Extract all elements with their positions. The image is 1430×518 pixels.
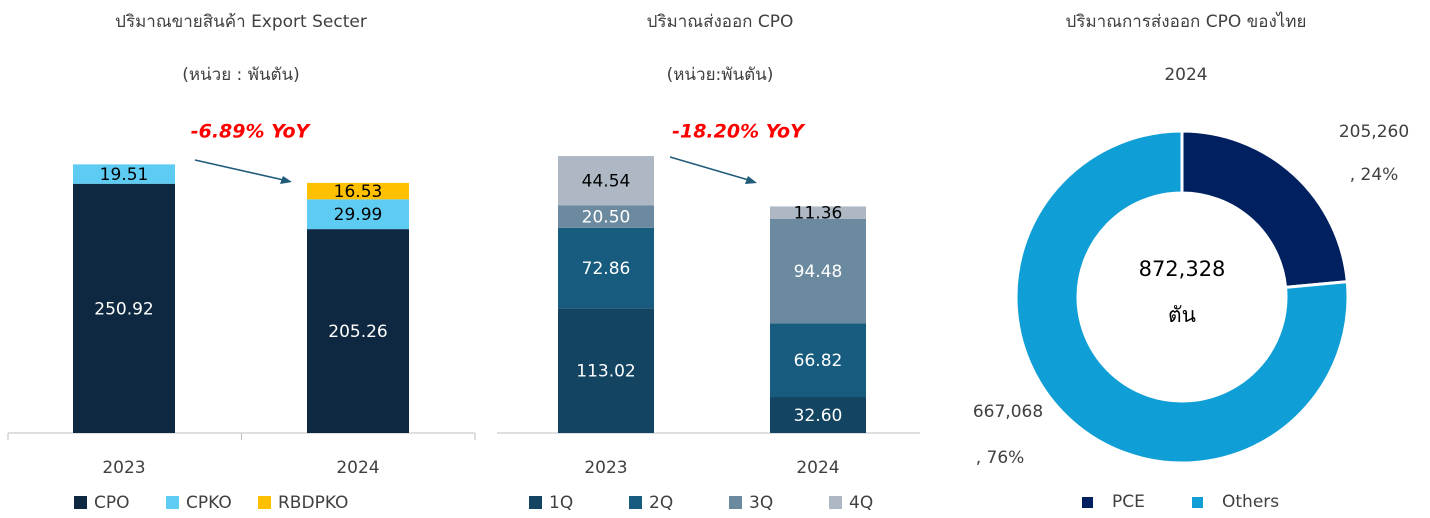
x-tick-label: 2023 [584, 458, 627, 478]
bar-segment [307, 199, 409, 230]
chart-subtitle: (หน่วย:พันตัน) [667, 65, 774, 85]
bar-segment [558, 308, 654, 433]
legend-label: 3Q [749, 493, 773, 513]
legend-label: CPO [94, 493, 130, 513]
chart-title: ปริมาณส่งออก CPO [647, 12, 794, 32]
bar-segment [770, 323, 866, 398]
data-label: 29.99 [334, 205, 383, 225]
data-label: 205,260 [1339, 122, 1409, 142]
legend-swatch [74, 496, 87, 509]
data-label: 32.60 [794, 406, 843, 426]
data-label: 667,068 [973, 402, 1043, 422]
data-label: 16.53 [334, 182, 383, 202]
bar-segment [558, 156, 654, 206]
data-label: 250.92 [94, 299, 153, 319]
legend-swatch [829, 496, 842, 509]
legend-swatch [1192, 497, 1203, 508]
annotation: -6.89% YoY [191, 121, 312, 143]
x-tick-label: 2024 [336, 458, 379, 478]
data-label: 113.02 [576, 362, 635, 382]
legend-swatch [166, 496, 179, 509]
arrow-head [745, 176, 757, 184]
legend-label: Others [1222, 492, 1279, 512]
arrow-head [280, 176, 292, 184]
data-label: 205.26 [328, 322, 387, 342]
legend-label: PCE [1112, 492, 1145, 512]
x-tick-label: 2023 [102, 458, 145, 478]
data-label: 11.36 [794, 204, 843, 224]
chart-title: ปริมาณขายสินค้า Export Secter [115, 12, 367, 32]
legend-label: 1Q [549, 493, 573, 513]
bar-segment [73, 183, 175, 433]
donut-slice [1014, 129, 1350, 465]
data-label: 94.48 [794, 262, 843, 282]
legend-label: RBDPKO [278, 493, 348, 513]
legend-label: 4Q [849, 493, 873, 513]
data-label: 66.82 [794, 351, 843, 371]
bar-segment [770, 397, 866, 433]
legend-swatch [729, 496, 742, 509]
data-label: 44.54 [582, 172, 631, 192]
arrow [194, 159, 289, 182]
legend-label: CPKO [186, 493, 232, 513]
bar-segment [770, 218, 866, 324]
legend-label: 2Q [649, 493, 673, 513]
bar-segment [73, 164, 175, 184]
data-label: 72.86 [582, 259, 631, 279]
x-tick-label: 2024 [796, 458, 839, 478]
center-label: ตัน [1168, 303, 1196, 327]
data-label: 20.50 [582, 208, 631, 228]
bar-segment [307, 182, 409, 200]
legend-swatch [629, 496, 642, 509]
annotation: -18.20% YoY [672, 121, 806, 143]
center-label: 872,328 [1139, 257, 1226, 281]
legend-swatch [1082, 497, 1093, 508]
data-label: 19.51 [100, 165, 149, 185]
legend-swatch [258, 496, 271, 509]
chart-title: ปริมาณการส่งออก CPO ของไทย [1066, 11, 1307, 32]
bar-segment [307, 229, 409, 433]
legend-swatch [529, 496, 542, 509]
bar-segment [770, 206, 866, 219]
chart-subtitle: 2024 [1164, 65, 1207, 85]
data-label: , 76% [976, 448, 1025, 468]
arrow [669, 156, 753, 182]
data-label: , 24% [1350, 165, 1399, 185]
bar-segment [558, 227, 654, 309]
chart-subtitle: (หน่วย : พันตัน) [182, 65, 300, 85]
bar-segment [558, 205, 654, 228]
